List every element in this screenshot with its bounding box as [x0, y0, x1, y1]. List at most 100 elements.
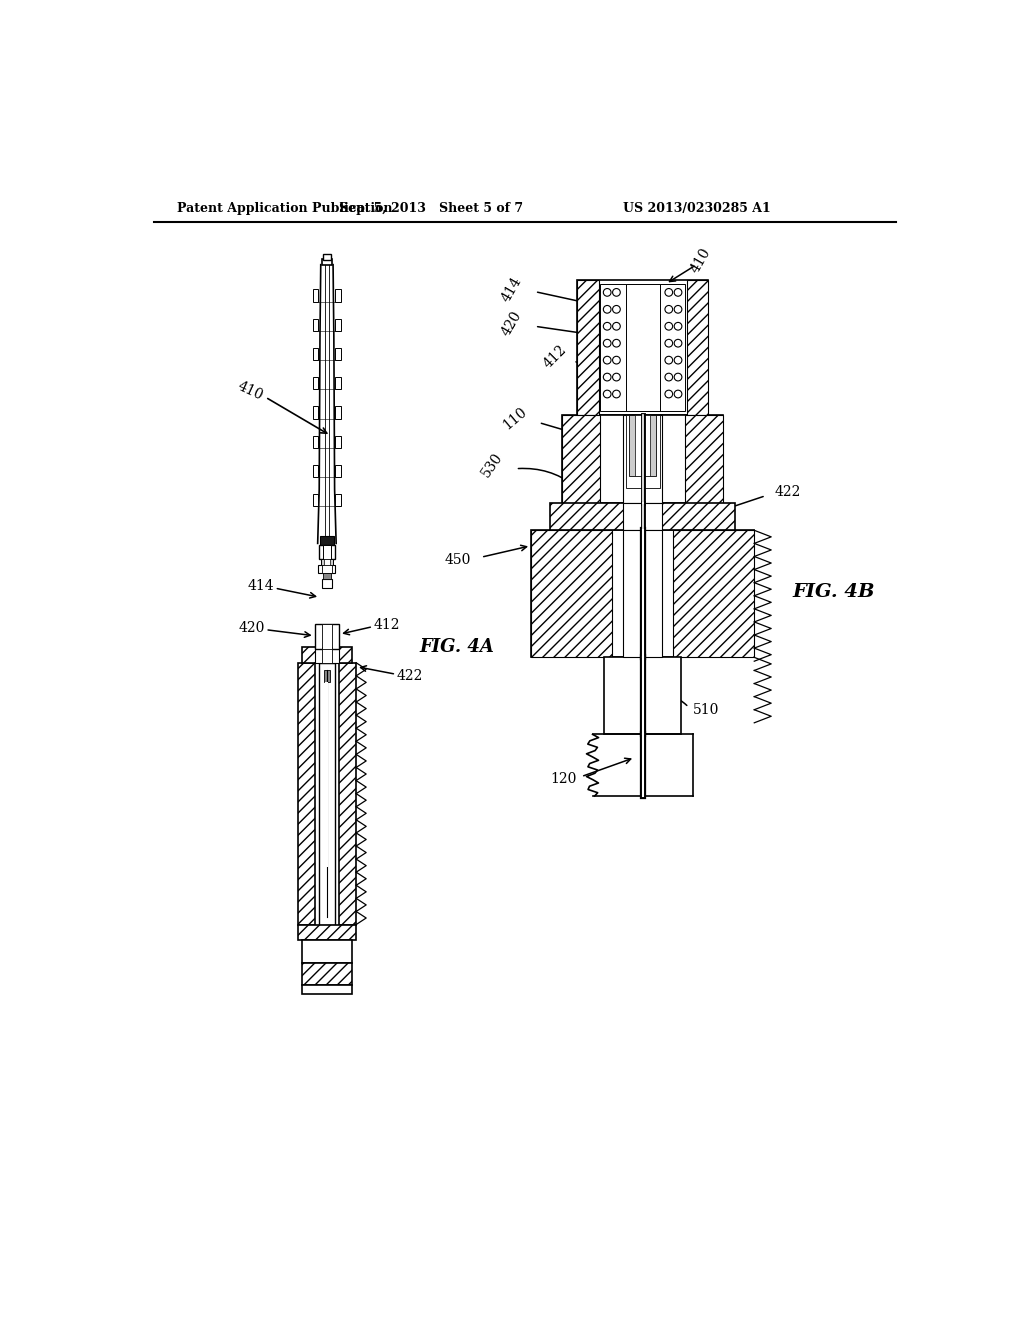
Circle shape [612, 305, 621, 313]
Bar [321, 558, 333, 565]
Bar [324, 671, 330, 682]
Bar [302, 940, 351, 964]
Bar [313, 378, 318, 389]
Circle shape [603, 356, 611, 364]
Bar [317, 264, 336, 544]
Circle shape [603, 374, 611, 381]
Circle shape [612, 374, 621, 381]
Circle shape [665, 391, 673, 397]
Circle shape [612, 356, 621, 364]
Bar [626, 414, 659, 488]
Bar [322, 259, 333, 264]
Bar [624, 531, 662, 657]
Bar [319, 536, 334, 545]
Text: 450: 450 [444, 553, 471, 566]
Bar [302, 964, 351, 985]
Circle shape [603, 322, 611, 330]
Circle shape [665, 289, 673, 296]
Bar [686, 280, 708, 414]
Bar [600, 284, 685, 411]
Text: FIG. 4B: FIG. 4B [793, 583, 876, 601]
Circle shape [665, 322, 673, 330]
Text: 414: 414 [500, 275, 524, 305]
Circle shape [603, 391, 611, 397]
Bar [313, 465, 318, 478]
Bar [322, 647, 333, 663]
Bar [313, 348, 318, 360]
Bar [313, 436, 318, 447]
Bar [578, 280, 599, 414]
Text: 420: 420 [239, 622, 264, 635]
Text: 412: 412 [374, 618, 400, 632]
Bar [323, 565, 332, 573]
Bar [313, 318, 318, 331]
Circle shape [674, 339, 682, 347]
Text: 410: 410 [234, 379, 265, 403]
Text: US 2013/0230285 A1: US 2013/0230285 A1 [624, 202, 771, 215]
Bar [531, 531, 611, 657]
Bar [635, 414, 650, 477]
Bar [314, 647, 339, 663]
Text: 410: 410 [688, 246, 713, 276]
Text: Sep. 5, 2013   Sheet 5 of 7: Sep. 5, 2013 Sheet 5 of 7 [339, 202, 523, 215]
Bar [322, 578, 333, 589]
Bar [323, 545, 331, 558]
Bar [323, 253, 331, 260]
Circle shape [665, 339, 673, 347]
Bar [322, 624, 333, 649]
Text: 510: 510 [692, 702, 719, 717]
Bar [336, 348, 341, 360]
Circle shape [603, 289, 611, 296]
Circle shape [612, 289, 621, 296]
Bar [336, 436, 341, 447]
Circle shape [612, 339, 621, 347]
Bar [336, 289, 341, 302]
Bar [336, 494, 341, 507]
Bar [629, 414, 656, 477]
Circle shape [612, 322, 621, 330]
Text: 530: 530 [479, 450, 506, 479]
Bar [339, 663, 356, 924]
Circle shape [674, 305, 682, 313]
Text: Patent Application Publication: Patent Application Publication [177, 202, 392, 215]
Bar [314, 624, 339, 649]
Bar [313, 494, 318, 507]
Bar [313, 289, 318, 302]
Bar [313, 407, 318, 418]
Bar [326, 682, 329, 867]
Bar [336, 318, 341, 331]
Circle shape [674, 391, 682, 397]
Circle shape [603, 339, 611, 347]
Text: 414: 414 [248, 578, 274, 593]
Bar [624, 414, 662, 503]
Bar [298, 663, 314, 924]
Circle shape [665, 374, 673, 381]
Circle shape [674, 322, 682, 330]
Bar [578, 280, 708, 414]
Text: 110: 110 [500, 405, 529, 433]
Bar [319, 545, 335, 558]
Bar [324, 558, 330, 565]
Bar [323, 573, 331, 578]
Circle shape [603, 305, 611, 313]
Bar [336, 465, 341, 478]
Bar [562, 414, 724, 503]
Bar [604, 657, 681, 734]
Text: 420: 420 [500, 309, 524, 339]
Bar [302, 647, 351, 663]
Circle shape [674, 289, 682, 296]
Bar [674, 531, 755, 657]
Bar [626, 284, 659, 411]
Bar [685, 414, 724, 503]
Bar [550, 503, 735, 531]
Bar [298, 924, 356, 940]
Bar [336, 407, 341, 418]
Text: 422: 422 [397, 669, 423, 682]
Text: 412: 412 [541, 343, 569, 371]
Circle shape [612, 391, 621, 397]
Bar [302, 985, 351, 994]
Bar [531, 531, 755, 657]
Text: FIG. 4A: FIG. 4A [419, 639, 495, 656]
Bar [562, 414, 600, 503]
Bar [624, 503, 662, 531]
